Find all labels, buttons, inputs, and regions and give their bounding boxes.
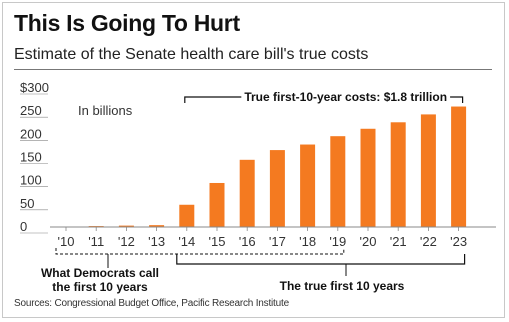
top-bracket-label-bg (241, 90, 451, 104)
bars (58, 106, 467, 228)
x-tick-label: '16 (239, 234, 256, 249)
bar (118, 225, 134, 227)
x-tick-label: '11 (88, 234, 104, 249)
x-tick-label: '13 (148, 234, 165, 249)
y-tick-label: 200 (20, 126, 42, 141)
y-tick-label: 0 (20, 219, 27, 234)
y-tick-label: 150 (20, 150, 42, 165)
bar (360, 128, 376, 227)
bar (451, 106, 467, 227)
x-tick-label: '19 (329, 234, 346, 249)
bar (239, 159, 255, 227)
chart-title: This Is Going To Hurt (14, 10, 240, 36)
x-tick-label: '17 (269, 234, 286, 249)
bar (179, 204, 195, 227)
y-axis: 0 50 100 150 200 250 $300 (20, 80, 49, 234)
left-bracket-label-1: What Democrats call (41, 266, 159, 280)
bar (390, 122, 406, 227)
y-tick-label: 50 (20, 196, 34, 211)
title-rule (14, 69, 492, 70)
bar (149, 225, 165, 227)
bar (330, 136, 346, 227)
x-tick-label: '12 (118, 234, 135, 249)
source-note: Sources: Congressional Budget Office, Pa… (14, 298, 289, 309)
y-tick-label: $300 (20, 80, 49, 95)
unit-label: In billions (78, 103, 133, 118)
x-tick-label: '14 (178, 234, 195, 249)
left-bracket-label-2: the first 10 years (52, 280, 148, 294)
bar (269, 150, 285, 227)
right-bracket (176, 254, 466, 265)
y-tick-label: 100 (20, 173, 42, 188)
bar (300, 144, 316, 227)
x-tick-label: '23 (450, 234, 467, 249)
chart-subtitle: Estimate of the Senate health care bill'… (14, 46, 369, 63)
bar (420, 114, 436, 227)
left-bracket (55, 248, 345, 255)
x-axis: '10 '11 '12 '13 '14 '15 '16 '17 '18 '19 '20 '21 '22 '… (50, 226, 496, 249)
x-tick-label: '22 (420, 234, 437, 249)
brackets: True first-10-year costs: $1.8 trillion W… (41, 90, 466, 294)
x-tick-label: '20 (360, 234, 377, 249)
x-tick-label: '21 (390, 234, 407, 249)
x-tick-label: '10 (58, 234, 75, 249)
bar (209, 182, 225, 227)
y-tick-label: 250 (20, 103, 42, 118)
x-tick-label: '18 (299, 234, 316, 249)
top-bracket-label: True first-10-year costs: $1.8 trillion (244, 90, 447, 104)
x-tick-label: '15 (209, 234, 226, 249)
right-bracket-label: The true first 10 years (280, 279, 405, 293)
